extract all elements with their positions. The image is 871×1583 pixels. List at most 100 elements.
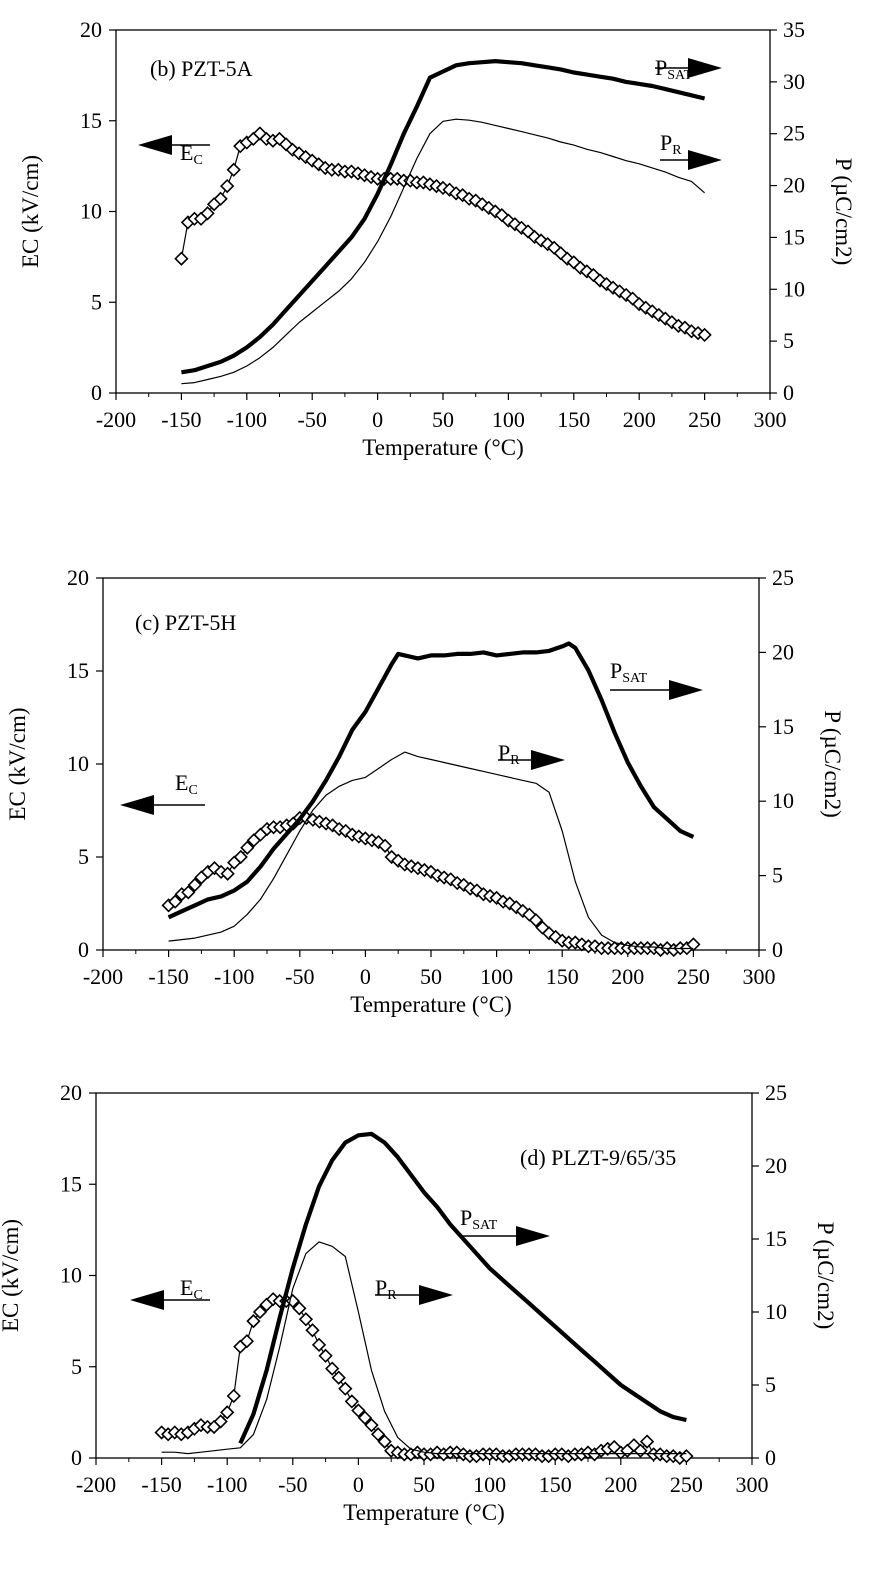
x-tick-label: 150	[539, 1472, 572, 1497]
series-ec-line	[180, 132, 705, 336]
ec-marker	[639, 1434, 655, 1449]
panel-title: (c) PZT-5H	[135, 610, 236, 635]
y-left-tick-label: 15	[67, 658, 89, 683]
series-pr-line	[168, 751, 694, 950]
ec-marker	[220, 178, 235, 194]
y-right-tick-label: 25	[772, 565, 794, 590]
ec-marker	[370, 1427, 386, 1442]
psat-arrow-head	[669, 680, 703, 700]
x-axis-label: Temperature (°C)	[350, 992, 511, 1017]
y-right-tick-label: 0	[765, 1445, 776, 1470]
x-tick-label: -200	[83, 964, 123, 989]
y-right-axis-label: P (µC/cm2)	[831, 158, 856, 266]
ec-marker	[344, 1394, 359, 1409]
x-tick-label: -150	[141, 1472, 181, 1497]
y-left-tick-label: 20	[67, 565, 89, 590]
ec-marker	[220, 1405, 235, 1420]
x-tick-label: 200	[611, 964, 644, 989]
ec-marker	[252, 1304, 268, 1320]
ec-marker	[226, 162, 241, 177]
x-axis-label: Temperature (°C)	[362, 435, 523, 460]
ec-marker	[298, 1312, 314, 1327]
ec-marker	[305, 1323, 320, 1338]
ec-marker	[226, 1388, 241, 1404]
y-right-tick-label: 35	[783, 17, 805, 42]
y-right-tick-label: 5	[783, 328, 794, 353]
series-pr-line	[181, 118, 705, 385]
psat-annotation-label: PSAT	[655, 55, 693, 83]
x-tick-label: 200	[604, 1472, 637, 1497]
ec-marker	[187, 877, 202, 893]
x-tick-label: -200	[96, 407, 136, 432]
y-right-tick-label: 10	[783, 276, 805, 301]
x-tick-label: 200	[623, 407, 656, 432]
ec-marker	[377, 838, 393, 853]
ec-marker	[311, 1337, 327, 1352]
pr-arrow-head	[531, 750, 565, 770]
series-psat-line	[238, 1131, 687, 1445]
pr-arrow-head	[688, 150, 722, 170]
psat-annotation-label: PSAT	[460, 1205, 498, 1233]
y-right-axis-label: P (µC/cm2)	[813, 1222, 838, 1330]
x-tick-label: 250	[670, 1472, 703, 1497]
x-tick-label: 50	[432, 407, 454, 432]
x-tick-label: -50	[278, 1472, 307, 1497]
ec-marker	[331, 1370, 346, 1385]
y-right-tick-label: 10	[772, 788, 794, 813]
pr-annotation-label: PR	[375, 1275, 397, 1303]
ec-annotation-label: EC	[180, 140, 203, 168]
y-left-axis-label: EC (kV/cm)	[18, 155, 43, 268]
y-left-tick-label: 0	[71, 1445, 82, 1470]
pr-annotation-label: PR	[498, 740, 520, 768]
y-right-tick-label: 20	[765, 1153, 787, 1178]
y-right-tick-label: 0	[772, 937, 783, 962]
psat-annotation-label: PSAT	[610, 658, 648, 686]
ec-marker	[220, 866, 235, 881]
y-left-tick-label: 15	[80, 108, 102, 133]
x-tick-label: 300	[754, 407, 787, 432]
series-psat-line	[167, 641, 695, 920]
x-tick-label: -100	[214, 964, 254, 989]
x-tick-label: -50	[298, 407, 327, 432]
ec-marker	[338, 1381, 353, 1396]
series-ec-line	[161, 1298, 687, 1459]
ec-arrow-head	[120, 795, 154, 815]
x-tick-label: -150	[148, 964, 188, 989]
y-right-tick-label: 10	[765, 1299, 787, 1324]
ec-annotation-label: EC	[180, 1275, 203, 1303]
y-left-tick-label: 10	[80, 199, 102, 224]
x-tick-label: 0	[372, 407, 383, 432]
x-tick-label: -100	[227, 407, 267, 432]
ec-arrow-head	[130, 1290, 164, 1310]
chart-panel-1: -200 -150 -100 -50 0 50 100 150 200 250 3000510152…	[5, 565, 845, 1017]
ec-marker	[233, 849, 248, 865]
ec-marker	[377, 1434, 392, 1449]
ec-marker	[213, 1414, 228, 1429]
panel-title: (d) PLZT-9/65/35	[520, 1145, 676, 1170]
x-tick-label: 50	[420, 964, 442, 989]
x-tick-label: 100	[480, 964, 513, 989]
x-axis-label: Temperature (°C)	[343, 1500, 504, 1525]
pr-annotation-label: PR	[660, 130, 682, 158]
x-tick-label: 250	[677, 964, 710, 989]
plot-frame	[115, 29, 771, 394]
x-tick-label: -150	[161, 407, 201, 432]
x-tick-label: -100	[207, 1472, 247, 1497]
ec-marker	[686, 937, 701, 952]
y-left-tick-label: 10	[67, 751, 89, 776]
psat-arrow-head	[688, 58, 722, 78]
y-right-tick-label: 0	[783, 380, 794, 405]
y-left-tick-label: 15	[60, 1171, 82, 1196]
ec-marker	[174, 251, 189, 266]
ec-marker	[697, 327, 712, 343]
y-left-tick-label: 5	[91, 289, 102, 314]
y-right-tick-label: 15	[765, 1226, 787, 1251]
ec-marker	[246, 1313, 261, 1329]
ec-marker	[357, 1410, 373, 1425]
ec-marker	[325, 1361, 340, 1376]
ec-marker	[364, 1418, 379, 1433]
psat-arrow-head	[516, 1226, 550, 1246]
x-tick-label: 250	[688, 407, 721, 432]
ec-marker	[168, 894, 183, 909]
x-tick-label: 50	[413, 1472, 435, 1497]
